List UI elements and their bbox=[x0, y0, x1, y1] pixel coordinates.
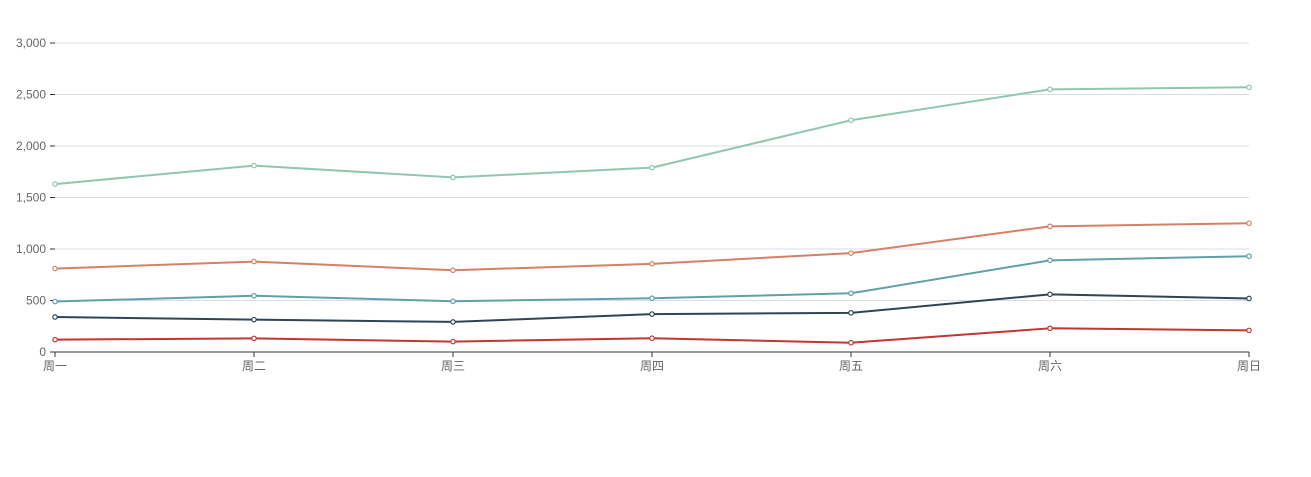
data-point-marker[interactable] bbox=[1047, 325, 1053, 332]
y-axis-label: 2,000 bbox=[16, 139, 46, 153]
x-axis-label: 周三 bbox=[441, 359, 465, 373]
data-point-marker[interactable] bbox=[649, 164, 655, 171]
data-point-marker[interactable] bbox=[450, 174, 456, 181]
data-point-marker[interactable] bbox=[848, 310, 854, 316]
data-point-marker[interactable] bbox=[450, 298, 456, 305]
data-point-marker[interactable] bbox=[649, 261, 655, 267]
data-point-marker[interactable] bbox=[450, 319, 456, 325]
x-axis-label: 周四 bbox=[640, 359, 664, 373]
x-axis-label: 周日 bbox=[1237, 359, 1261, 373]
data-point-marker[interactable] bbox=[52, 336, 58, 343]
y-axis-label: 1,000 bbox=[16, 242, 46, 256]
x-axis-label: 周二 bbox=[242, 359, 266, 373]
data-point-marker[interactable] bbox=[52, 181, 58, 187]
data-point-marker[interactable] bbox=[1047, 86, 1053, 93]
data-point-marker[interactable] bbox=[1246, 84, 1252, 91]
data-point-marker[interactable] bbox=[1246, 220, 1252, 227]
data-point-marker[interactable] bbox=[251, 335, 257, 342]
data-point-marker[interactable] bbox=[1246, 253, 1252, 260]
data-point-marker[interactable] bbox=[1047, 291, 1053, 298]
data-point-marker[interactable] bbox=[1047, 257, 1053, 264]
data-point-marker[interactable] bbox=[251, 162, 257, 169]
data-point-marker[interactable] bbox=[52, 314, 58, 320]
x-axis-label: 周一 bbox=[43, 359, 67, 373]
data-point-marker[interactable] bbox=[1246, 327, 1252, 334]
data-point-marker[interactable] bbox=[848, 117, 854, 124]
data-point-marker[interactable] bbox=[649, 295, 655, 302]
data-point-marker[interactable] bbox=[848, 250, 854, 256]
data-point-marker[interactable] bbox=[848, 339, 854, 346]
y-axis-label: 500 bbox=[26, 294, 46, 308]
y-axis-label: 2,500 bbox=[16, 88, 46, 102]
data-point-marker[interactable] bbox=[450, 338, 456, 345]
data-point-marker[interactable] bbox=[1246, 295, 1252, 302]
y-axis-label: 0 bbox=[39, 345, 46, 359]
data-point-marker[interactable] bbox=[848, 290, 854, 297]
data-point-marker[interactable] bbox=[1047, 223, 1053, 230]
data-point-marker[interactable] bbox=[450, 267, 456, 274]
data-point-marker[interactable] bbox=[251, 258, 257, 265]
y-axis-label: 3,000 bbox=[16, 36, 46, 50]
data-point-marker[interactable] bbox=[251, 316, 257, 323]
y-axis-label: 1,500 bbox=[16, 191, 46, 205]
data-point-marker[interactable] bbox=[649, 335, 655, 341]
x-axis-label: 周六 bbox=[1038, 359, 1062, 373]
data-point-marker[interactable] bbox=[52, 265, 58, 272]
data-point-marker[interactable] bbox=[649, 311, 655, 317]
data-point-marker[interactable] bbox=[251, 292, 257, 299]
x-axis-label: 周五 bbox=[839, 359, 863, 373]
data-point-marker[interactable] bbox=[52, 298, 58, 305]
